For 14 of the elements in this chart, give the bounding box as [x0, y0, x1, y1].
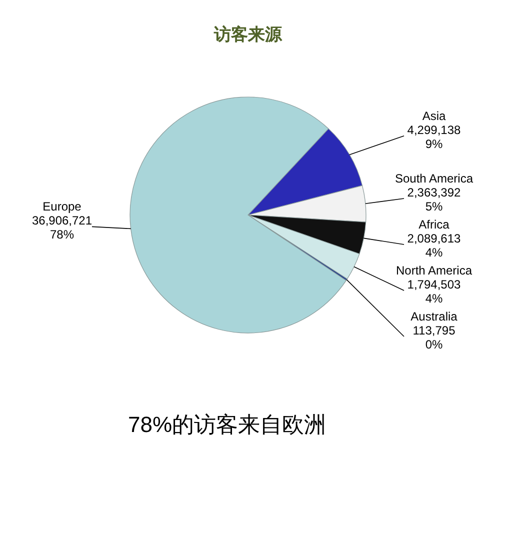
slice-label: South America	[394, 171, 474, 186]
slice-label: Australia	[410, 309, 458, 324]
data-label: 2,363,392 5%	[407, 185, 462, 214]
data-label: 36,906,721 78%	[32, 214, 92, 242]
slice-label: Europe	[42, 200, 82, 214]
slice-label: North America	[396, 263, 472, 278]
slice-label: Africa	[418, 217, 450, 232]
data-label: 113,795 0%	[412, 323, 456, 352]
data-label: 4,299,138 9%	[407, 122, 462, 151]
text: 78%的访客来自欧洲	[128, 412, 326, 437]
data-label: 2,089,613 4%	[407, 231, 462, 260]
data-label: 1,794,503 4%	[407, 277, 462, 306]
chart-title: 访客来源	[213, 25, 283, 44]
slice-label: Asia	[422, 108, 446, 123]
